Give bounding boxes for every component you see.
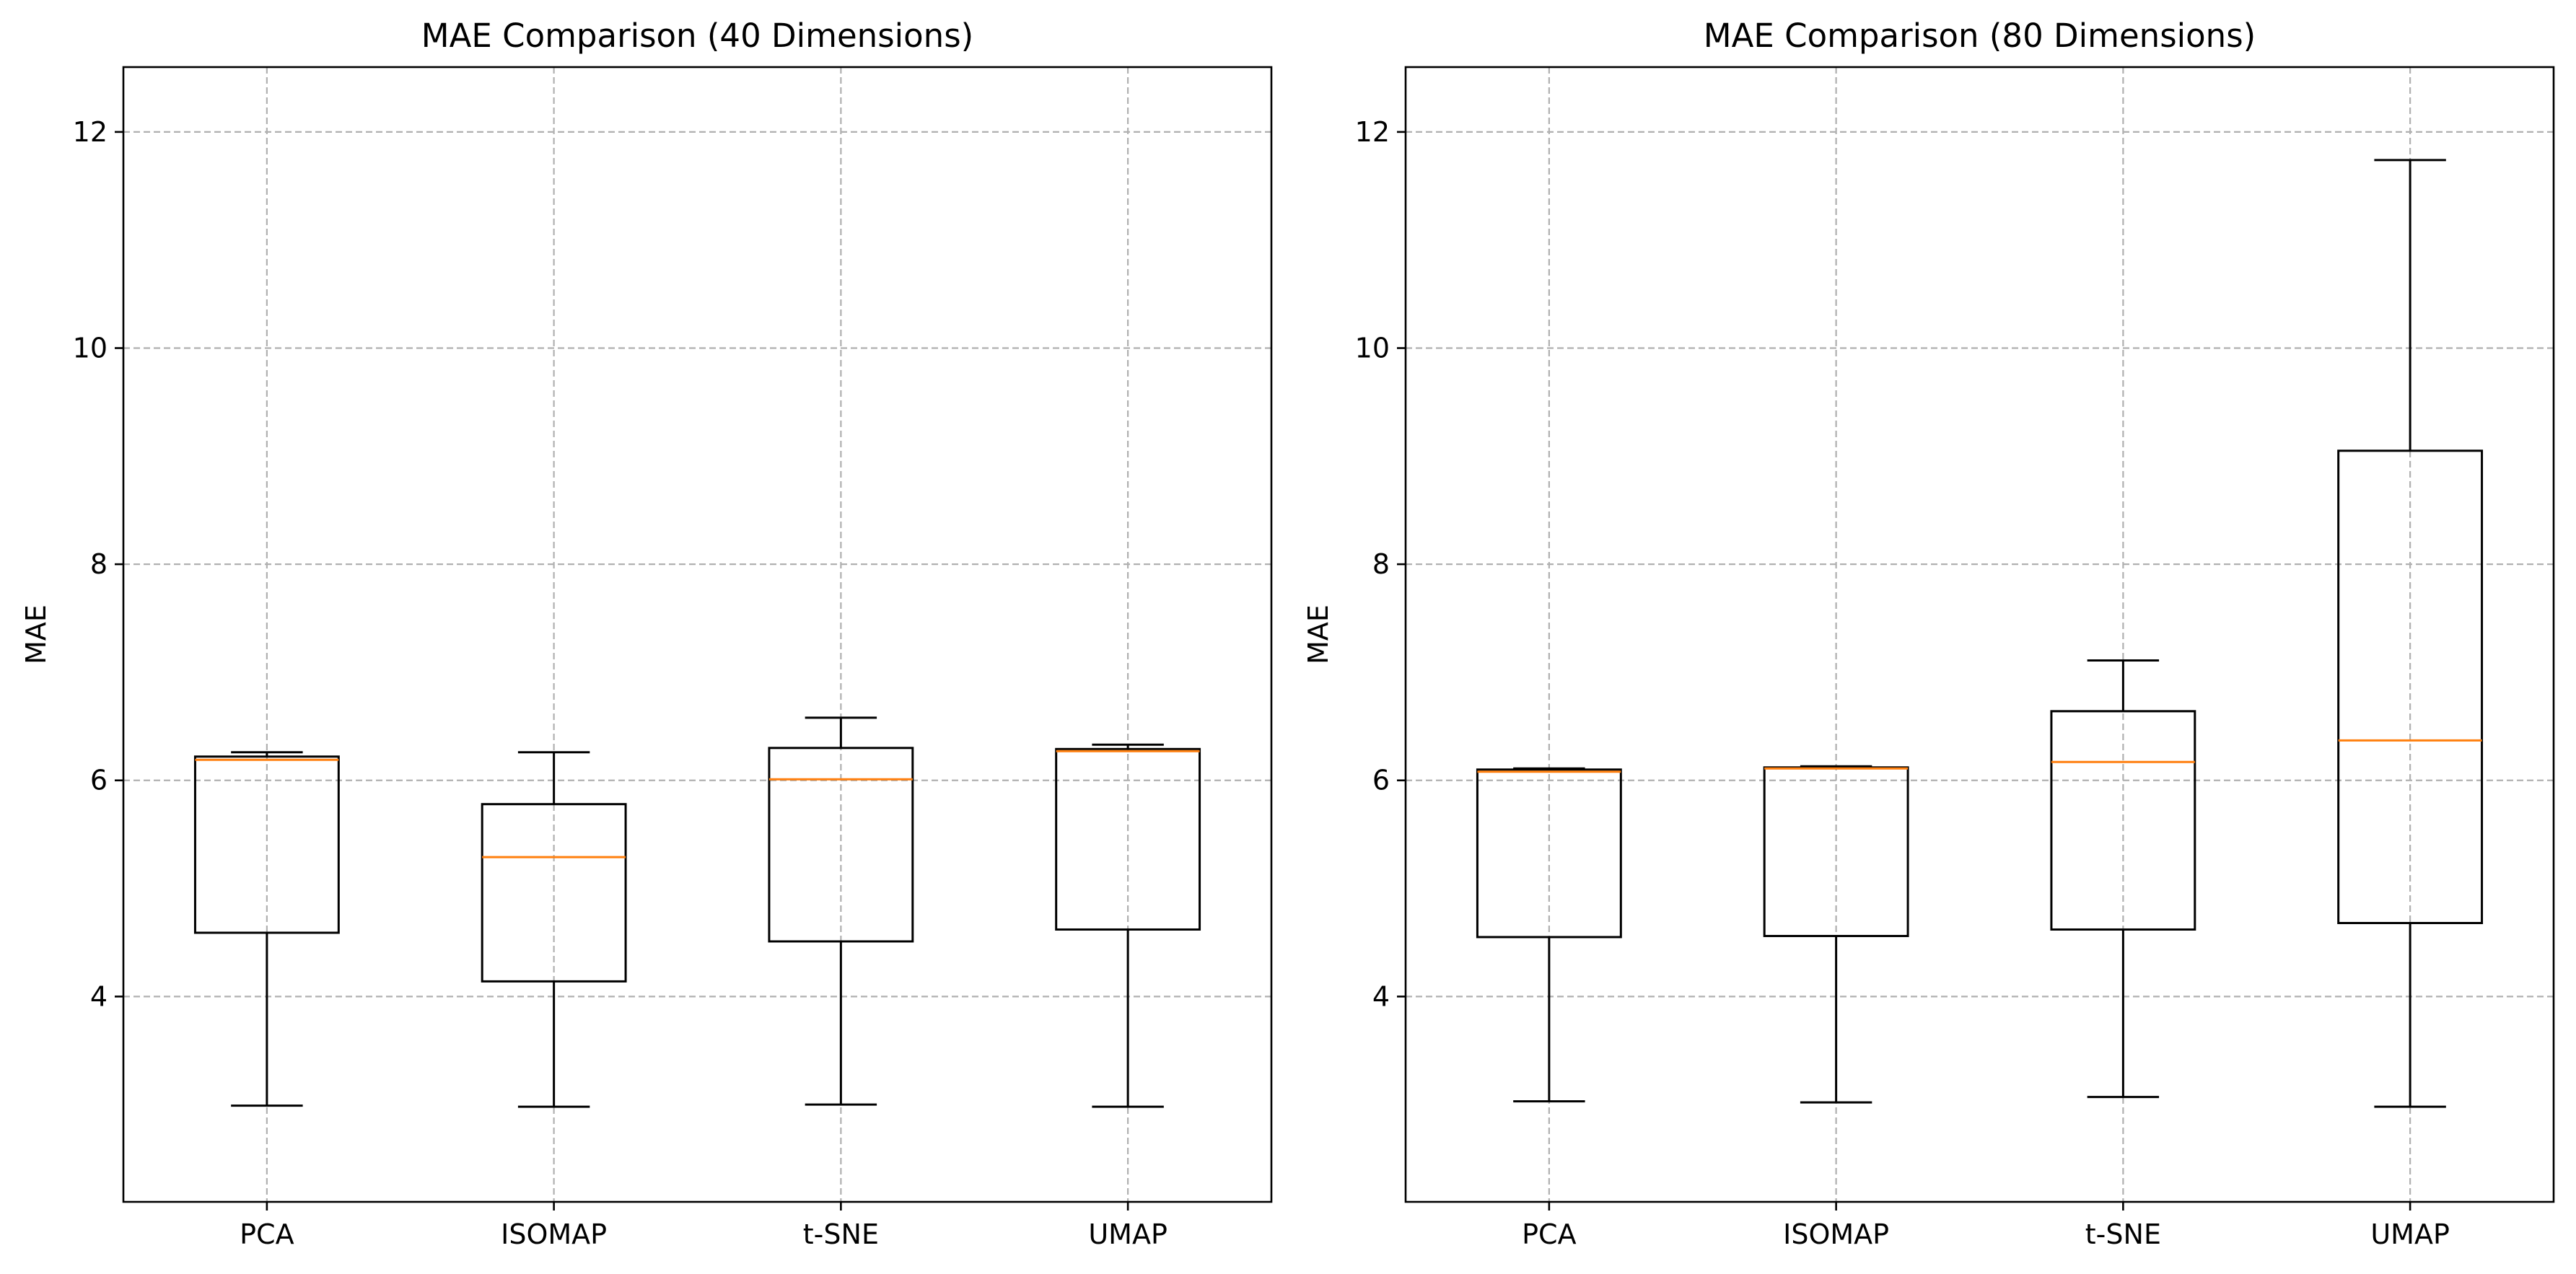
box-isomap: [481, 751, 627, 1108]
x-tick-label: UMAP: [1088, 1218, 1167, 1250]
iqr-box: [768, 747, 914, 943]
y-tick-label: 10: [73, 333, 108, 364]
box-umap: [1055, 743, 1201, 1108]
y-tick-label: 6: [90, 765, 108, 796]
box-t-sne: [768, 716, 914, 1106]
x-tick-label: ISOMAP: [1783, 1218, 1889, 1250]
y-tick-label: 6: [1372, 765, 1390, 796]
iqr-box: [2050, 710, 2196, 931]
y-axis-label: MAE: [20, 605, 52, 664]
chart-title: MAE Comparison (80 Dimensions): [1704, 17, 2256, 55]
box-umap: [2337, 159, 2484, 1108]
iqr-box: [193, 755, 340, 934]
y-tick-label: 12: [73, 116, 108, 148]
iqr-box: [481, 803, 627, 983]
y-tick-label: 4: [90, 980, 108, 1012]
x-tick-label: PCA: [1522, 1218, 1576, 1250]
x-tick-label: PCA: [240, 1218, 294, 1250]
y-tick-label: 12: [1355, 116, 1390, 148]
x-tick-label: t-SNE: [2085, 1218, 2161, 1250]
iqr-box: [1476, 768, 1622, 939]
y-tick-label: 10: [1355, 333, 1390, 364]
x-tick-label: UMAP: [2370, 1218, 2450, 1250]
iqr-box: [2337, 449, 2484, 924]
y-axis-label: MAE: [1302, 605, 1334, 664]
box-pca: [1476, 767, 1622, 1103]
y-tick-label: 8: [1372, 548, 1390, 580]
x-tick-label: ISOMAP: [501, 1218, 607, 1250]
chart-title: MAE Comparison (40 Dimensions): [421, 17, 973, 55]
box-pca: [193, 751, 340, 1107]
y-tick-label: 4: [1372, 980, 1390, 1012]
chart-panel-80-dimensions: 4 6 8 10 12 PCA ISOMAP t-SNE UMAP MAE Comparison …: [1302, 17, 2555, 1250]
plot-frame: [1404, 66, 2555, 1203]
box-t-sne: [2050, 659, 2196, 1099]
iqr-box: [1055, 747, 1201, 931]
chart-panel-40-dimensions: 4 6 8 10 12 PCA ISOMAP t-SNE UMAP MAE Comparison …: [20, 17, 1273, 1250]
plot-frame: [122, 66, 1273, 1203]
box-isomap: [1763, 765, 1909, 1104]
x-tick-label: t-SNE: [803, 1218, 879, 1250]
y-tick-label: 8: [90, 548, 108, 580]
